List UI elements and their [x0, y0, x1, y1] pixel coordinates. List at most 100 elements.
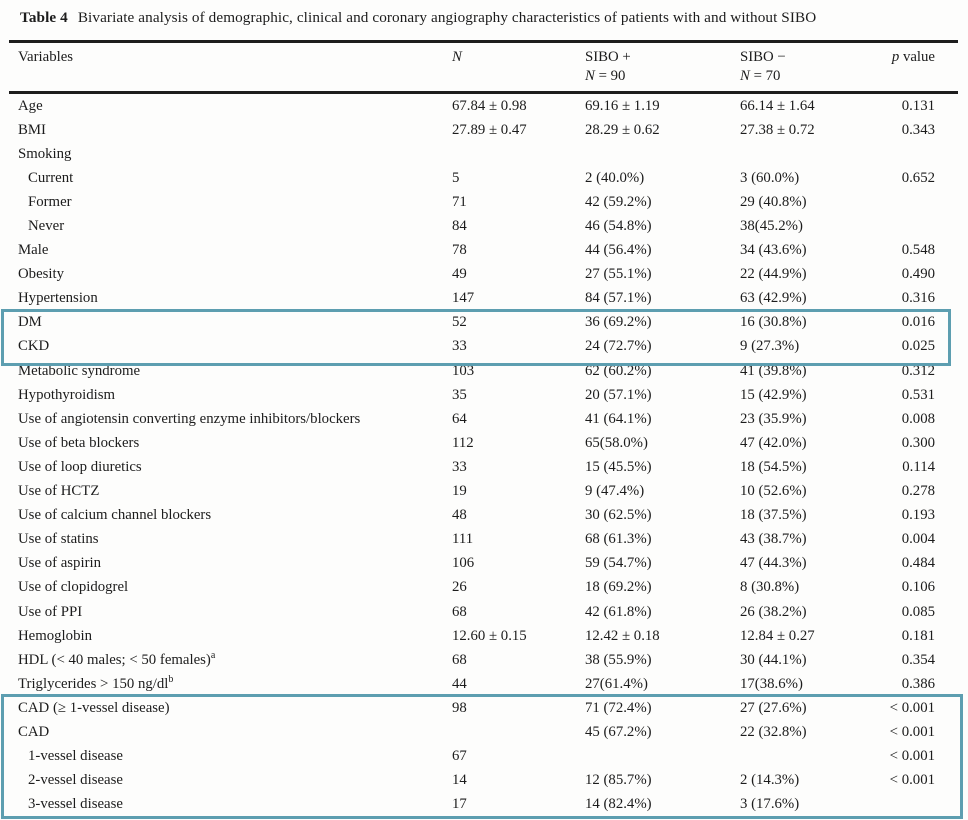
table-row: Metabolic syndrome 103 62 (60.2%) 41 (39… [0, 359, 968, 383]
cell-p-value: 0.312 [901, 362, 935, 379]
cell-p-value: 0.490 [901, 266, 935, 283]
cell-sibo-negative: 16 (30.8%) [740, 314, 807, 331]
cell-sibo-positive: 42 (61.8%) [585, 603, 652, 620]
cell-n: 68 [452, 651, 467, 668]
cell-sibo-negative: 27.38 ± 0.72 [740, 121, 815, 138]
table-title-text: Bivariate analysis of demographic, clini… [77, 9, 817, 26]
cell-n: 64 [452, 410, 467, 427]
cell-sibo-positive: 46 (54.8%) [585, 218, 652, 235]
cell-sibo-positive: 28.29 ± 0.62 [585, 121, 660, 138]
row-label: Metabolic syndrome [18, 362, 141, 379]
cell-sibo-positive: 84 (57.1%) [585, 290, 652, 307]
row-label: Former [28, 193, 72, 210]
row-label: DM [18, 314, 42, 331]
table-row: Use of beta blockers 112 65(58.0%) 47 (4… [0, 431, 968, 455]
cell-sibo-negative: 29 (40.8%) [740, 193, 807, 210]
cell-sibo-positive: 2 (40.0%) [585, 169, 645, 186]
cell-p-value: 0.652 [901, 169, 935, 186]
cell-sibo-positive: 24 (72.7%) [585, 338, 652, 355]
row-label: Triglycerides > 150 ng/dlb [18, 673, 174, 692]
cell-sibo-negative: 63 (42.9%) [740, 290, 807, 307]
cell-sibo-negative: 3 (60.0%) [740, 169, 800, 186]
header-sibo-negative: SIBO − N = 70 [740, 48, 880, 86]
table-row: 2-vessel disease 14 12 (85.7%) 2 (14.3%)… [0, 769, 968, 793]
header-sibo-positive-title: SIBO + [585, 49, 631, 65]
cell-p-value: 0.278 [901, 483, 935, 500]
cell-p-value: < 0.001 [889, 723, 935, 740]
table-body: Age 67.84 ± 0.98 69.16 ± 1.19 66.14 ± 1.… [0, 94, 968, 817]
header-sibo-negative-title: SIBO − [740, 49, 786, 65]
cell-sibo-positive: 14 (82.4%) [585, 796, 652, 813]
table-row: Hypertension 147 84 (57.1%) 63 (42.9%) 0… [0, 287, 968, 311]
table-number: Table 4 [20, 9, 68, 26]
row-label: Hemoglobin [18, 627, 92, 644]
row-label: CAD (≥ 1-vessel disease) [18, 699, 170, 716]
cell-n: 49 [452, 266, 467, 283]
table-row: Current 5 2 (40.0%) 3 (60.0%) 0.652 [0, 166, 968, 190]
row-label: 1-vessel disease [28, 748, 123, 765]
cell-n: 17 [452, 796, 467, 813]
row-label: Use of HCTZ [18, 483, 100, 500]
table-row: 3-vessel disease 17 14 (82.4%) 3 (17.6%) [0, 793, 968, 817]
row-label: Hypothyroidism [18, 386, 116, 403]
cell-sibo-positive: 18 (69.2%) [585, 579, 652, 596]
header-sibo-positive-count: N = 90 [585, 68, 626, 84]
cell-n: 19 [452, 483, 467, 500]
cell-p-value: 0.316 [901, 290, 935, 307]
cell-n: 52 [452, 314, 467, 331]
cell-sibo-negative: 18 (54.5%) [740, 458, 807, 475]
row-label: CAD [18, 723, 50, 740]
table-row: Former 71 42 (59.2%) 29 (40.8%) [0, 190, 968, 214]
cell-sibo-negative: 27 (27.6%) [740, 699, 807, 716]
cell-p-value: 0.106 [901, 579, 935, 596]
header-variables: Variables [18, 49, 74, 65]
cell-sibo-negative: 41 (39.8%) [740, 362, 807, 379]
row-label: 2-vessel disease [28, 772, 123, 789]
cell-sibo-negative: 23 (35.9%) [740, 410, 807, 427]
cell-sibo-negative: 47 (42.0%) [740, 434, 807, 451]
cell-sibo-negative: 47 (44.3%) [740, 555, 807, 572]
cell-sibo-negative: 15 (42.9%) [740, 386, 807, 403]
cell-sibo-negative: 66.14 ± 1.64 [740, 97, 815, 114]
cell-p-value: < 0.001 [889, 699, 935, 716]
header-p-value: p value [891, 49, 935, 65]
cell-p-value: 0.131 [901, 97, 935, 114]
cell-n: 78 [452, 242, 467, 259]
row-label: Use of calcium channel blockers [18, 507, 212, 524]
cell-sibo-negative: 12.84 ± 0.27 [740, 627, 815, 644]
cell-n: 48 [452, 507, 467, 524]
cell-n: 12.60 ± 0.15 [452, 627, 527, 644]
row-label: Use of aspirin [18, 555, 102, 572]
top-rule [9, 40, 958, 43]
cell-sibo-negative: 26 (38.2%) [740, 603, 807, 620]
row-label: Never [28, 218, 65, 235]
cell-p-value: 0.008 [901, 410, 935, 427]
cell-sibo-negative: 17(38.6%) [740, 675, 803, 692]
cell-p-value: 0.484 [901, 555, 935, 572]
cell-sibo-positive: 41 (64.1%) [585, 410, 652, 427]
cell-n: 44 [452, 675, 467, 692]
cell-n: 111 [452, 531, 474, 548]
cell-p-value: 0.548 [901, 242, 935, 259]
cell-sibo-positive: 12 (85.7%) [585, 772, 652, 789]
cell-n: 106 [452, 555, 475, 572]
row-label: Age [18, 97, 43, 114]
row-label: Use of angiotensin converting enzyme inh… [18, 410, 361, 427]
row-label: Use of clopidogrel [18, 579, 129, 596]
cell-sibo-positive: 9 (47.4%) [585, 483, 645, 500]
cell-sibo-negative: 2 (14.3%) [740, 772, 800, 789]
table-row: CAD 45 (67.2%) 22 (32.8%) < 0.001 [0, 720, 968, 744]
cell-n: 5 [452, 169, 460, 186]
cell-n: 68 [452, 603, 467, 620]
table-row: Age 67.84 ± 0.98 69.16 ± 1.19 66.14 ± 1.… [0, 94, 968, 118]
row-label: CKD [18, 338, 50, 355]
cell-p-value: < 0.001 [889, 772, 935, 789]
table-row: Use of aspirin 106 59 (54.7%) 47 (44.3%)… [0, 552, 968, 576]
table-row: Hemoglobin 12.60 ± 0.15 12.42 ± 0.18 12.… [0, 624, 968, 648]
cell-p-value: 0.354 [901, 651, 935, 668]
cell-sibo-positive: 30 (62.5%) [585, 507, 652, 524]
cell-sibo-negative: 10 (52.6%) [740, 483, 807, 500]
cell-sibo-positive: 45 (67.2%) [585, 723, 652, 740]
cell-p-value: 0.025 [901, 338, 935, 355]
cell-p-value: 0.085 [901, 603, 935, 620]
